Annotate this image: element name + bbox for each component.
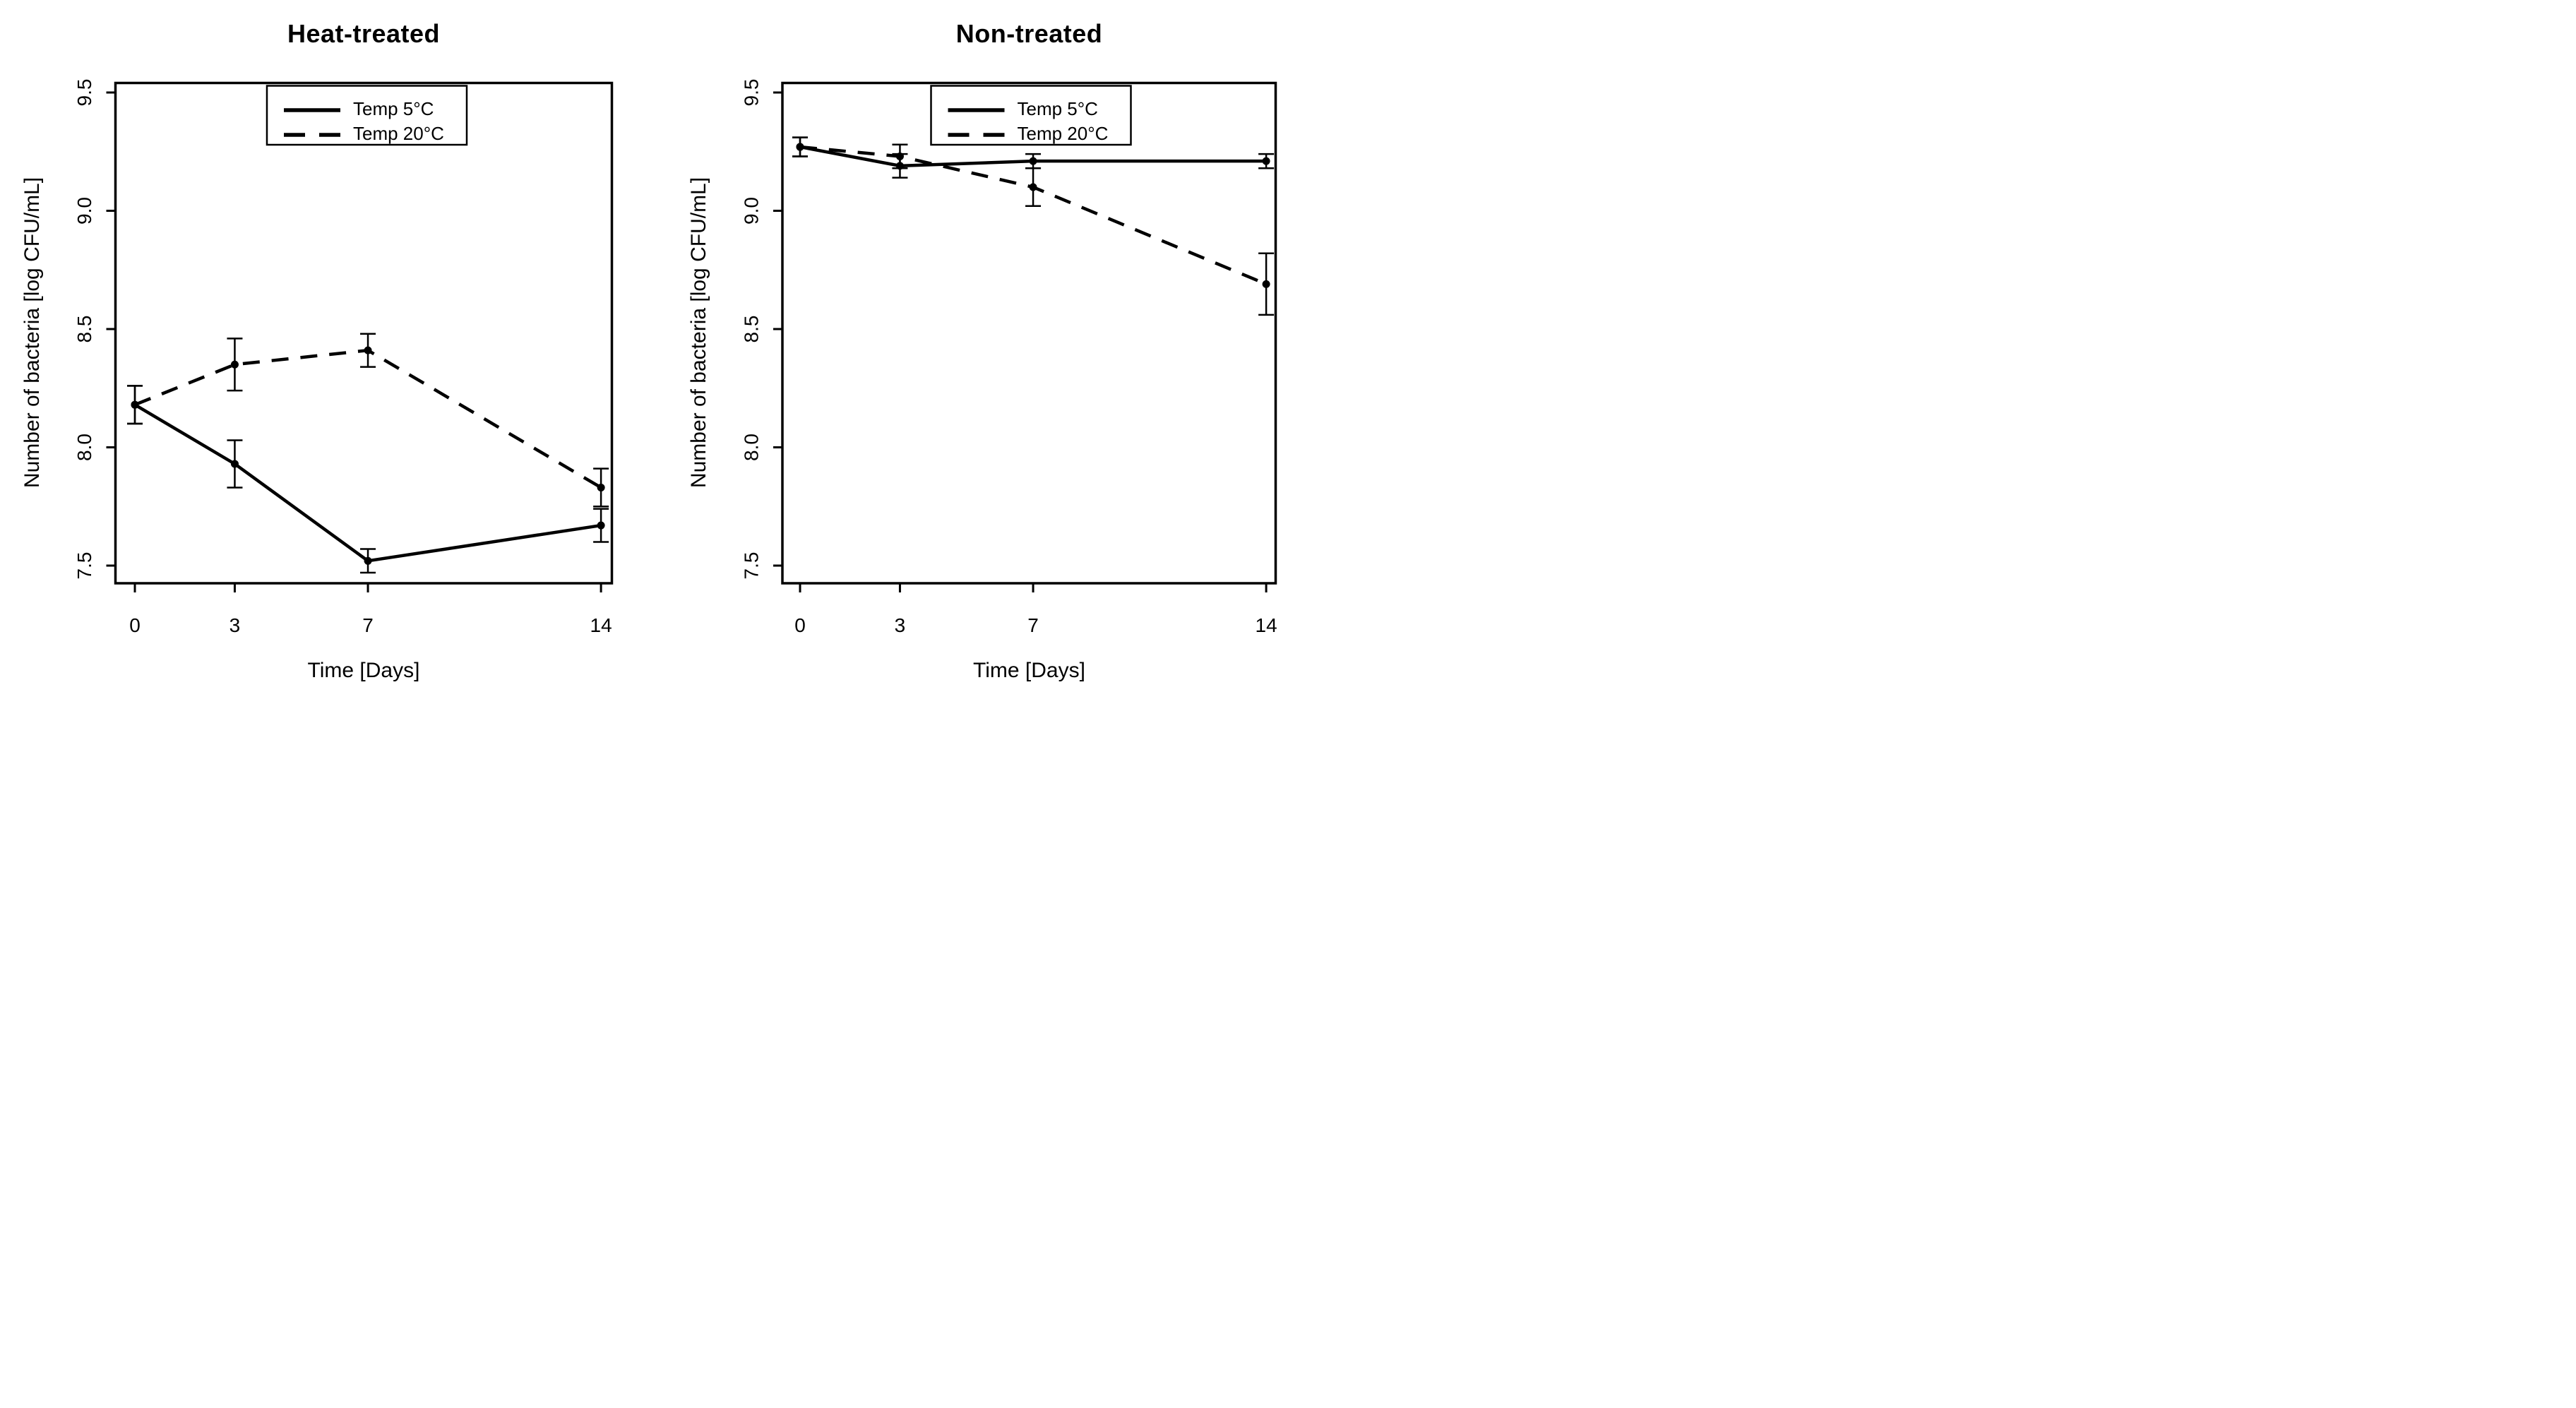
data-point-marker xyxy=(895,152,904,160)
data-point-marker xyxy=(796,143,804,151)
data-line-dashed xyxy=(799,145,1267,286)
y-tick-label: 9.5 xyxy=(73,79,95,107)
x-tick-label: 0 xyxy=(794,614,806,636)
series-dashed xyxy=(792,136,1275,316)
legend-label: Temp 5°C xyxy=(1018,98,1098,119)
x-axis: 0 3 7 14 xyxy=(794,583,1277,636)
x-tick-label: 0 xyxy=(129,614,141,636)
legend-label: Temp 20°C xyxy=(1018,123,1109,144)
legend: Temp 5°C Temp 20°C xyxy=(266,85,468,146)
data-point-marker xyxy=(1029,157,1037,165)
y-tick-label: 8.0 xyxy=(740,434,762,461)
panel-heat-treated: 7.5 8.0 8.5 9.0 9.5 0 3 7 14 Temp 5°C Temp 20°C xyxy=(73,79,614,636)
y-tick-label: 8.5 xyxy=(740,316,762,343)
x-axis-label-right: Time [Days] xyxy=(973,659,1085,682)
data-point-marker xyxy=(364,556,372,565)
x-tick-label: 14 xyxy=(590,614,612,636)
y-axis: 7.5 8.0 8.5 9.0 9.5 xyxy=(73,79,116,580)
panel-title-non-treated: Non-treated xyxy=(955,19,1103,48)
data-point-marker xyxy=(1262,280,1270,288)
data-point-marker xyxy=(597,521,605,530)
data-point-marker xyxy=(1029,183,1037,191)
y-tick-label: 9.0 xyxy=(740,197,762,225)
legend-label: Temp 20°C xyxy=(353,123,444,144)
x-tick-label: 7 xyxy=(1027,614,1039,636)
data-line-solid xyxy=(799,145,1267,168)
data-point-marker xyxy=(1262,157,1270,165)
data-line-solid xyxy=(133,403,602,563)
x-axis-label-left: Time [Days] xyxy=(307,659,420,682)
y-axis-label-right: Number of bacteria [log CFU/mL] xyxy=(687,177,710,489)
data-point-marker xyxy=(364,346,372,354)
series-dashed xyxy=(127,333,609,508)
figure-bacteria-two-panel-chart: 7.5 8.0 8.5 9.0 9.5 0 3 7 14 Temp 5°C Temp 20°C 7.5… xyxy=(0,0,1288,704)
data-point-marker xyxy=(230,460,239,468)
x-tick-label: 3 xyxy=(895,614,906,636)
series-solid xyxy=(127,385,609,574)
x-tick-label: 14 xyxy=(1256,614,1277,636)
y-axis: 7.5 8.0 8.5 9.0 9.5 xyxy=(740,79,782,580)
y-axis-label-left: Number of bacteria [log CFU/mL] xyxy=(20,177,44,489)
x-tick-label: 7 xyxy=(362,614,374,636)
legend-label: Temp 5°C xyxy=(353,98,434,119)
data-point-marker xyxy=(131,400,139,409)
panel-non-treated: 7.5 8.0 8.5 9.0 9.5 0 3 7 14 Temp 5°C Temp 20°C xyxy=(740,79,1277,636)
legend: Temp 5°C Temp 20°C xyxy=(930,85,1132,146)
y-tick-label: 9.0 xyxy=(73,197,95,225)
y-tick-label: 7.5 xyxy=(740,552,762,580)
x-axis: 0 3 7 14 xyxy=(129,583,612,636)
y-tick-label: 8.5 xyxy=(73,316,95,343)
y-tick-label: 9.5 xyxy=(740,79,762,107)
x-tick-label: 3 xyxy=(229,614,241,636)
data-point-marker xyxy=(597,483,605,491)
y-tick-label: 8.0 xyxy=(73,434,95,461)
plot-box xyxy=(114,81,614,585)
data-line-dashed xyxy=(134,348,602,489)
plot-box xyxy=(781,81,1277,585)
data-point-marker xyxy=(230,360,239,369)
y-tick-label: 7.5 xyxy=(73,552,95,580)
panel-title-heat-treated: Heat-treated xyxy=(287,19,441,48)
